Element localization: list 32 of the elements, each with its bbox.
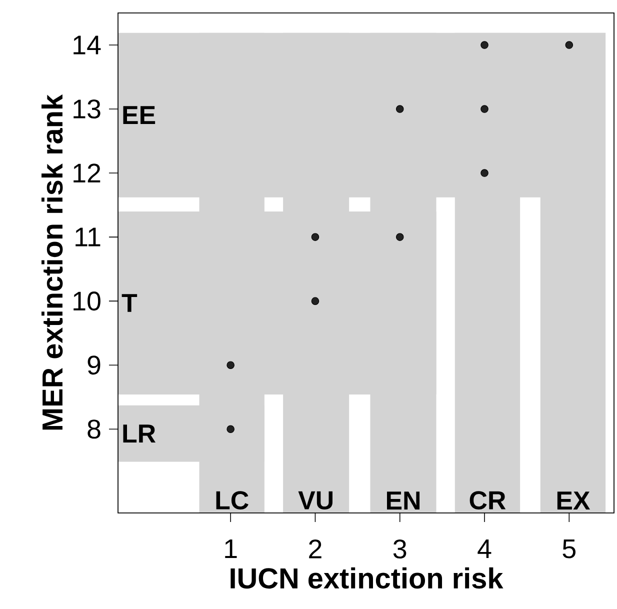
y-tick-label: 12	[74, 164, 100, 182]
y-tick-label: 10	[74, 292, 100, 311]
band-label: CR	[470, 491, 506, 510]
x-tick-label: 3	[393, 540, 406, 559]
point	[226, 425, 234, 434]
band-label: T	[122, 294, 138, 312]
band-label: VU	[298, 491, 332, 510]
y-tick-label: 8	[88, 420, 100, 439]
y-axis-title: MER extinction risk rank	[42, 94, 63, 430]
x-tick-label: 4	[478, 539, 492, 558]
point	[396, 233, 404, 241]
point	[311, 233, 320, 241]
y-tick-label: 9	[88, 356, 100, 375]
point	[480, 169, 488, 177]
point	[480, 41, 488, 49]
y-tick-label: 14	[74, 36, 101, 54]
band-label: LR	[123, 424, 156, 443]
y-tick-label: 13	[74, 99, 100, 119]
point	[226, 361, 234, 369]
point	[311, 297, 320, 305]
x-tick-label: 5	[562, 539, 576, 558]
band-label: EE	[123, 106, 156, 124]
x-tick-label: 1	[225, 539, 237, 558]
y-tick-label: 11	[76, 228, 100, 246]
point	[480, 105, 488, 113]
band-label: EN	[386, 492, 420, 510]
x-axis-title: IUCN extinction risk	[230, 567, 504, 589]
x-tick-label: 2	[309, 540, 322, 558]
point	[565, 41, 574, 49]
point	[396, 105, 404, 113]
band-label: EX	[557, 492, 590, 510]
band-label: LC	[216, 491, 248, 510]
